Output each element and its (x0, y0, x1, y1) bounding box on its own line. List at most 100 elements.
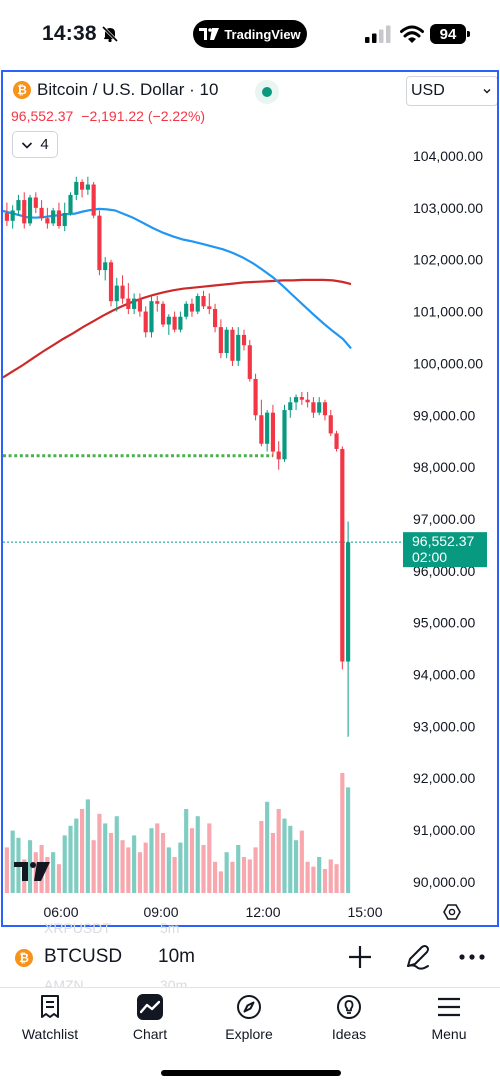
volume-bar (51, 852, 56, 893)
volume-bar (317, 857, 322, 893)
candle-body (236, 334, 241, 361)
volume-bar (218, 871, 223, 893)
more-dots-icon[interactable] (457, 943, 487, 971)
candle-body (305, 399, 310, 403)
candle-body (74, 181, 79, 195)
bell-slash-icon (101, 25, 119, 43)
candle-body (201, 295, 206, 307)
ticker-symbol[interactable]: BTCUSD (44, 946, 123, 967)
volume-bar (172, 857, 177, 893)
volume-bar (207, 823, 212, 893)
tab-menu[interactable]: Menu (404, 994, 494, 1046)
volume-bar (45, 857, 50, 893)
candle-body (346, 542, 351, 662)
indicators-toggle-button[interactable]: 4 (12, 131, 58, 158)
volume-bar (79, 809, 85, 893)
battery-level: 94 (439, 25, 457, 43)
volume-bar (62, 835, 67, 893)
candle-body (334, 433, 339, 449)
volume-bar (282, 818, 287, 893)
volume-bar (299, 830, 304, 893)
volume-bar (311, 866, 316, 893)
ticker-bar: XRPUSDT 5m ₿ BTCUSD 10m AMZN 30m (0, 920, 500, 993)
bar-countdown-label: 02:00 (412, 549, 447, 565)
volume-bar (288, 825, 293, 893)
tab-ideas[interactable]: Ideas (304, 994, 394, 1046)
volume-bar (137, 852, 142, 893)
volume-bar (126, 847, 131, 893)
volume-bar (328, 859, 333, 893)
candle-body (39, 207, 44, 219)
tab-chart[interactable]: Chart (105, 994, 195, 1046)
volume-bar (334, 864, 339, 893)
toolbar-divider (0, 987, 500, 988)
candle-body (68, 194, 73, 214)
tab-watchlist[interactable]: Watchlist (5, 994, 95, 1046)
add-plus-icon[interactable] (346, 943, 374, 971)
volume-bar (103, 823, 108, 893)
x-axis-tick-label: 12:00 (245, 904, 280, 920)
currency-value: USD (411, 82, 445, 99)
volume-bar (149, 828, 154, 893)
candle-body (322, 402, 328, 416)
currency-select[interactable]: USD (406, 76, 497, 106)
chart-icon (140, 1000, 160, 1014)
y-axis-tick-label: 99,000.00 (413, 407, 475, 423)
volume-bar (114, 816, 119, 893)
candle-body (224, 329, 229, 354)
candle-body (27, 197, 33, 224)
candle-body (160, 303, 166, 325)
chart-settings-icon[interactable] (443, 904, 461, 920)
candle-body (51, 210, 56, 224)
volume-bar (270, 833, 276, 893)
hamburger-icon (438, 997, 460, 1017)
y-axis-tick-label: 90,000.00 (413, 874, 475, 890)
volume-bar (265, 801, 270, 893)
y-axis-tick-label: 94,000.00 (413, 667, 475, 683)
candle-body (282, 410, 287, 460)
candle-body (299, 397, 304, 400)
tab-watchlist-label: Watchlist (21, 1026, 79, 1042)
volume-bar (10, 830, 15, 893)
candle-body (241, 334, 247, 346)
volume-bar (143, 842, 148, 893)
candle-body (166, 316, 171, 325)
symbol-title[interactable]: Bitcoin / U.S. Dollar · 10 (37, 80, 219, 99)
last-price: 96,552.37 (11, 108, 74, 124)
volume-bar (132, 835, 137, 893)
chevron-down-icon (22, 141, 33, 149)
volume-bar (293, 840, 299, 893)
y-axis-tick-label: 102,000.00 (413, 252, 483, 268)
y-axis-tick-label: 92,000.00 (413, 770, 475, 786)
candle-body (317, 402, 322, 413)
volume-bar (160, 833, 166, 893)
candle-body (45, 218, 50, 224)
y-axis-tick-label: 103,000.00 (413, 200, 483, 216)
volume-bar (184, 809, 189, 893)
tab-bar: Watchlist Chart Explore Ideas (0, 988, 500, 1084)
wifi-icon (400, 25, 424, 43)
interval-button[interactable]: 10m (158, 946, 195, 967)
candle-body (184, 303, 189, 317)
y-axis-tick-label: 93,000.00 (413, 718, 475, 734)
volume-bar (322, 869, 328, 893)
y-axis-tick-label: 104,000.00 (413, 148, 483, 164)
volume-bar (340, 773, 345, 893)
price-change: −2,191.22 (−2.22%) (81, 108, 206, 124)
market-open-dot-icon[interactable] (255, 80, 279, 104)
x-axis-tick-label: 06:00 (43, 904, 78, 920)
bitcoin-icon: ₿ (15, 949, 33, 967)
candle-body (4, 213, 9, 221)
candle-body (155, 301, 160, 304)
volume-bar (56, 864, 62, 893)
chart-panel[interactable]: 104,000.00 103,000.00 102,000.00 101,000.00… (1, 70, 499, 927)
tab-explore[interactable]: Explore (204, 994, 294, 1046)
candle-body (137, 298, 142, 312)
candle-body (288, 402, 293, 411)
price-chart[interactable]: 104,000.00 103,000.00 102,000.00 101,000.00… (3, 72, 497, 925)
drawing-pen-icon[interactable] (402, 942, 432, 972)
symbol-header[interactable]: ₿ Bitcoin / U.S. Dollar · 10 (13, 80, 218, 100)
tradingview-logo-icon (199, 28, 220, 40)
volume-bar (189, 828, 195, 893)
candle-body (10, 210, 15, 221)
